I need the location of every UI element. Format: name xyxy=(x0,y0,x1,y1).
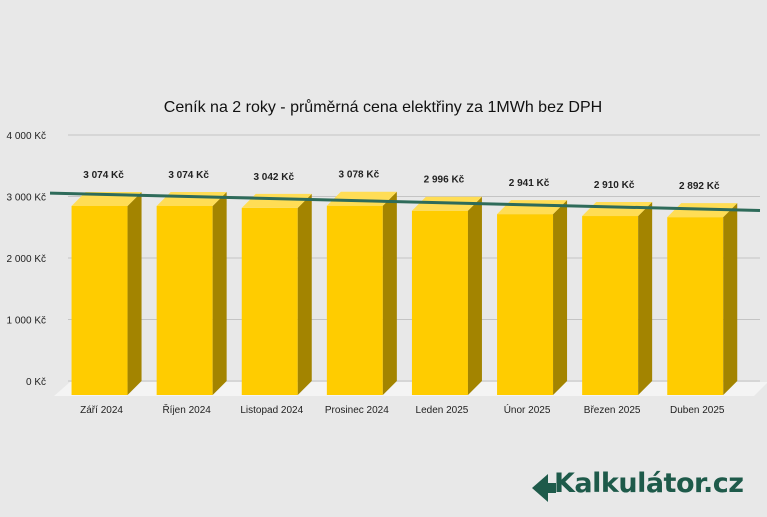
data-label: 2 910 Kč xyxy=(594,180,635,191)
bar-front xyxy=(326,205,383,395)
x-tick-label: Listopad 2024 xyxy=(240,405,303,416)
bar-side xyxy=(297,193,312,395)
bar-front xyxy=(71,205,128,395)
data-label: 2 996 Kč xyxy=(424,175,465,186)
data-label: 3 074 Kč xyxy=(83,170,124,181)
brand-logo: Kalkulátor.cz xyxy=(530,468,760,508)
bar-front xyxy=(497,214,554,395)
bar xyxy=(667,203,738,395)
bar xyxy=(71,191,142,395)
y-tick-label: 4 000 Kč xyxy=(7,131,46,142)
chart-title: Ceník na 2 roky - průměrná cena elektřin… xyxy=(164,98,602,116)
x-tick-label: Prosinec 2024 xyxy=(325,405,389,416)
data-label: 3 042 Kč xyxy=(253,172,294,183)
y-tick-label: 2 000 Kč xyxy=(7,254,46,265)
bar-side xyxy=(553,200,568,395)
logo-text: Kalkulátor.cz xyxy=(554,468,744,499)
bar-side xyxy=(723,203,738,395)
x-tick-label: Duben 2025 xyxy=(670,405,725,416)
data-label: 2 892 Kč xyxy=(679,181,720,192)
bar-front xyxy=(667,217,724,395)
bar xyxy=(241,193,312,395)
bar-side xyxy=(212,191,227,395)
bar-front xyxy=(411,210,468,395)
x-tick-label: Únor 2025 xyxy=(504,403,551,416)
bar-front xyxy=(156,205,213,395)
x-tick-label: Září 2024 xyxy=(80,405,123,416)
bar-front xyxy=(241,207,298,395)
bar xyxy=(582,202,653,395)
bar xyxy=(326,191,397,395)
bar xyxy=(411,196,482,395)
y-tick-label: 1 000 Kč xyxy=(7,316,46,327)
x-tick-label: Březen 2025 xyxy=(584,405,641,416)
x-tick-label: Leden 2025 xyxy=(416,405,469,416)
arrow-logo-icon xyxy=(532,474,556,502)
data-label: 3 074 Kč xyxy=(168,170,209,181)
bar xyxy=(156,191,227,395)
y-tick-label: 0 Kč xyxy=(26,377,46,388)
x-tick-label: Říjen 2024 xyxy=(162,403,211,416)
bar-side xyxy=(382,191,397,395)
bar-side xyxy=(127,191,142,395)
trendline xyxy=(49,191,761,212)
bar-front xyxy=(582,216,639,395)
bar-side xyxy=(467,196,482,395)
bar xyxy=(497,200,568,395)
bar-side xyxy=(638,202,653,395)
data-label: 3 078 Kč xyxy=(339,170,380,181)
y-tick-label: 3 000 Kč xyxy=(7,193,46,204)
data-label: 2 941 Kč xyxy=(509,178,550,189)
